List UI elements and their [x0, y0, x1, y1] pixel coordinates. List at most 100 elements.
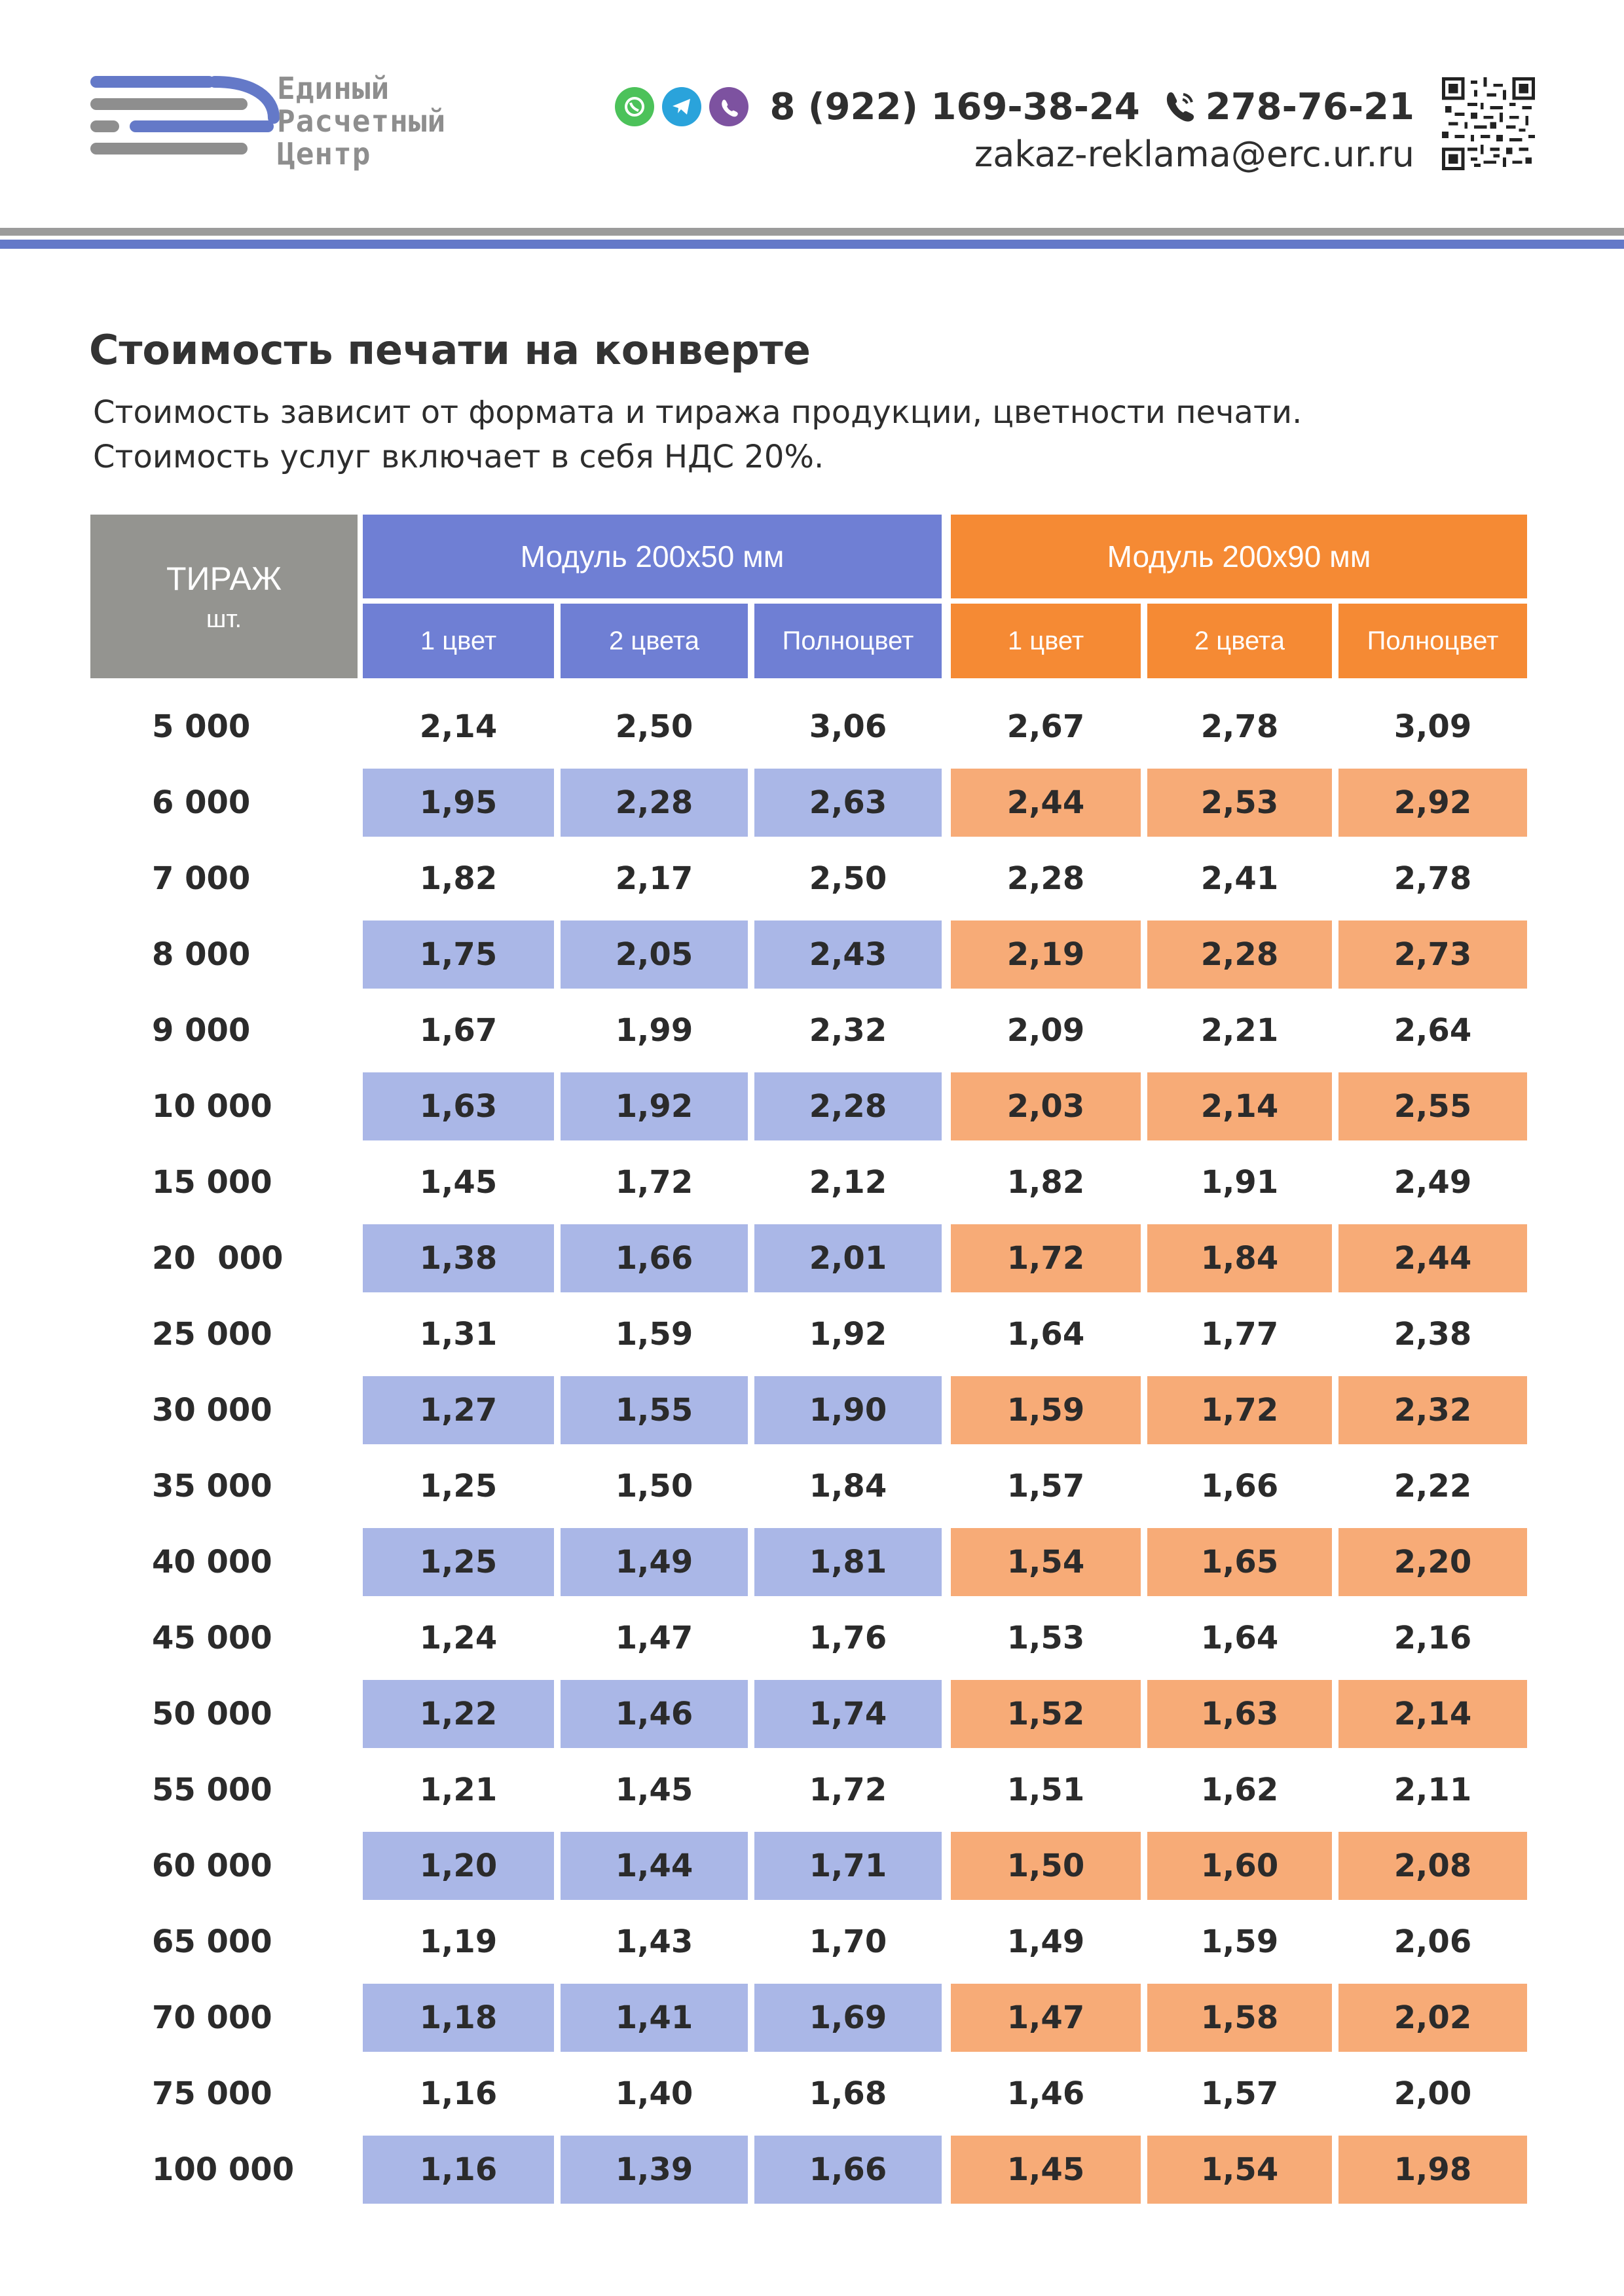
- viber-icon[interactable]: [709, 87, 749, 126]
- price-cell: 1,84: [1147, 1224, 1332, 1292]
- header-rule-blue: [0, 240, 1624, 249]
- column-header-200x50-1: 1 цвет: [363, 604, 554, 678]
- price-cell: 1,62: [1200, 1772, 1279, 1808]
- row-quantity: 50 000: [152, 1696, 272, 1732]
- phone-row: 8 (922) 169-38-24 278-76-21: [615, 82, 1414, 131]
- price-cell: 2,19: [951, 920, 1141, 989]
- price-cell: 1,66: [1200, 1468, 1279, 1504]
- price-cell: 2,49: [1393, 1164, 1472, 1201]
- price-cell: 2,16: [1393, 1620, 1472, 1656]
- row-quantity: 60 000: [152, 1848, 272, 1884]
- tirazh-label: ТИРАЖ: [166, 560, 282, 597]
- logo: Единый Расчетный Центр: [90, 72, 516, 170]
- price-cell: 1,65: [1147, 1528, 1332, 1596]
- price-cell: 1,18: [363, 1984, 554, 2052]
- price-cell: 1,40: [615, 2075, 693, 2112]
- email-link[interactable]: zakaz-reklama@erc.ur.ru: [974, 134, 1414, 175]
- price-cell: 1,16: [363, 2136, 554, 2204]
- price-cell: 1,63: [1147, 1680, 1332, 1748]
- price-cell: 1,58: [1147, 1984, 1332, 2052]
- price-cell: 1,82: [419, 860, 498, 897]
- price-cell: 3,09: [1393, 708, 1472, 745]
- price-cell: 2,28: [754, 1072, 942, 1140]
- price-cell: 1,63: [363, 1072, 554, 1140]
- price-cell: 1,50: [951, 1832, 1141, 1900]
- price-cell: 2,14: [1147, 1072, 1332, 1140]
- price-cell: 1,84: [809, 1468, 887, 1504]
- price-cell: 1,76: [809, 1620, 887, 1656]
- price-cell: 1,16: [419, 2075, 498, 2112]
- price-cell: 1,21: [419, 1772, 498, 1808]
- column-header-200x50-2: 2 цвета: [561, 604, 748, 678]
- row-quantity: 9 000: [152, 1012, 251, 1049]
- row-quantity: 55 000: [152, 1772, 272, 1808]
- price-cell: 1,44: [561, 1832, 748, 1900]
- price-cell: 2,28: [561, 769, 748, 837]
- price-cell: 2,17: [615, 860, 693, 897]
- row-quantity: 35 000: [152, 1468, 272, 1504]
- price-cell: 1,39: [561, 2136, 748, 2204]
- price-cell: 1,45: [951, 2136, 1141, 2204]
- price-cell: 3,06: [809, 708, 887, 745]
- price-cell: 2,11: [1393, 1772, 1472, 1808]
- telegram-icon[interactable]: [662, 87, 702, 126]
- price-cell: 1,60: [1147, 1832, 1332, 1900]
- price-cell: 1,52: [951, 1680, 1141, 1748]
- price-cell: 1,53: [1006, 1620, 1085, 1656]
- price-cell: 1,25: [419, 1468, 498, 1504]
- price-cell: 1,59: [951, 1376, 1141, 1444]
- price-cell: 1,82: [1006, 1164, 1085, 1201]
- price-cell: 2,53: [1147, 769, 1332, 837]
- price-cell: 1,47: [951, 1984, 1141, 2052]
- phone-main[interactable]: 8 (922) 169-38-24: [769, 85, 1140, 128]
- price-cell: 1,45: [419, 1164, 498, 1201]
- price-cell: 1,47: [615, 1620, 693, 1656]
- price-cell: 2,55: [1338, 1072, 1527, 1140]
- column-header-200x90-3: Полноцвет: [1338, 604, 1527, 678]
- price-cell: 1,31: [419, 1316, 498, 1353]
- row-quantity: 70 000: [152, 1999, 272, 2036]
- price-cell: 2,50: [809, 860, 887, 897]
- logo-line-1: Единый: [277, 71, 390, 106]
- price-cell: 1,43: [615, 1923, 693, 1960]
- row-quantity: 5 000: [152, 708, 251, 745]
- price-cell: 1,27: [363, 1376, 554, 1444]
- price-cell: 1,90: [754, 1376, 942, 1444]
- price-cell: 2,78: [1200, 708, 1279, 745]
- subtitle-line-1: Стоимость зависит от формата и тиража пр…: [93, 394, 1302, 431]
- price-cell: 2,44: [951, 769, 1141, 837]
- row-quantity: 6 000: [152, 784, 251, 821]
- price-cell: 2,32: [1338, 1376, 1527, 1444]
- price-cell: 2,44: [1338, 1224, 1527, 1292]
- price-cell: 1,22: [363, 1680, 554, 1748]
- phone-icon: [1166, 92, 1194, 122]
- price-cell: 2,08: [1338, 1832, 1527, 1900]
- row-quantity: 20 000: [152, 1240, 284, 1277]
- phone-short[interactable]: 278-76-21: [1205, 85, 1414, 128]
- price-cell: 2,38: [1393, 1316, 1472, 1353]
- price-cell: 1,64: [1200, 1620, 1279, 1656]
- price-cell: 2,20: [1338, 1528, 1527, 1596]
- price-cell: 1,72: [951, 1224, 1141, 1292]
- price-cell: 2,14: [419, 708, 498, 745]
- logo-text: Единый Расчетный Центр: [277, 72, 446, 170]
- logo-mark-icon: [90, 76, 280, 155]
- qr-code-icon[interactable]: [1442, 77, 1535, 170]
- price-cell: 2,32: [809, 1012, 887, 1049]
- price-cell: 2,50: [615, 708, 693, 745]
- logo-line-2: Расчетный: [277, 103, 447, 139]
- logo-line-3: Центр: [277, 136, 371, 172]
- price-cell: 1,38: [363, 1224, 554, 1292]
- price-cell: 1,46: [561, 1680, 748, 1748]
- price-cell: 2,63: [754, 769, 942, 837]
- row-quantity: 65 000: [152, 1923, 272, 1960]
- price-cell: 1,77: [1200, 1316, 1279, 1353]
- price-cell: 2,22: [1393, 1468, 1472, 1504]
- price-cell: 1,57: [1006, 1468, 1085, 1504]
- whatsapp-icon[interactable]: [615, 87, 655, 126]
- price-cell: 2,06: [1393, 1923, 1472, 1960]
- group-header-200x90: Модуль 200х90 мм: [951, 515, 1527, 598]
- price-cell: 2,05: [561, 920, 748, 989]
- subtitle: Стоимость зависит от формата и тиража пр…: [93, 390, 1302, 479]
- price-cell: 1,50: [615, 1468, 693, 1504]
